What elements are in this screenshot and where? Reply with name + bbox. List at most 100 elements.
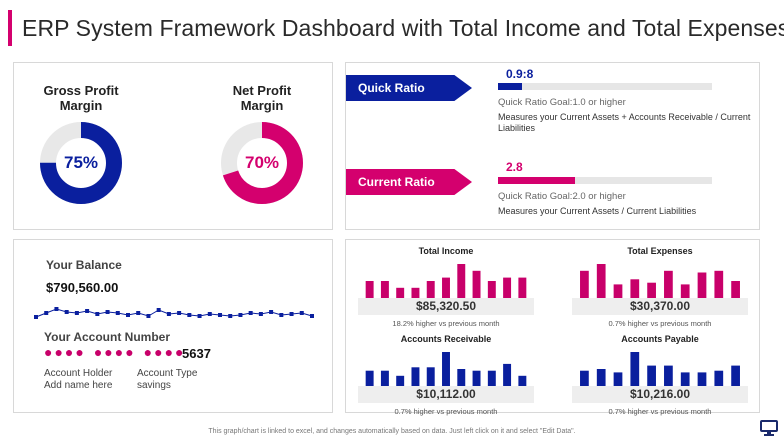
ratios-panel: Quick Ratio 0.9:8 Quick Ratio Goal:1.0 o… <box>345 62 760 230</box>
account-type-label: Account Type <box>137 368 198 379</box>
sparkline-point <box>156 308 161 312</box>
current-ratio-fill <box>498 177 576 184</box>
title-bar: ERP System Framework Dashboard with Tota… <box>8 10 784 46</box>
mini-title: Accounts Receivable <box>400 334 492 344</box>
sparkline-point <box>54 307 59 311</box>
mini-note: 0.7% higher vs previous month <box>394 407 498 416</box>
sparkline-point <box>228 314 233 318</box>
sparkline-point <box>64 310 69 314</box>
mini-title: Total Expenses <box>627 246 693 256</box>
quick-ratio-tab: Quick Ratio <box>346 75 472 101</box>
mini-title: Accounts Payable <box>621 334 699 344</box>
mini-bar <box>411 287 420 298</box>
total-expenses-card: Total Expenses $30,370.00 0.7% higher vs… <box>568 246 752 328</box>
mini-bar <box>396 287 405 298</box>
gross-profit-margin-title: Gross Profit Margin <box>26 83 136 113</box>
mini-bar <box>613 372 623 386</box>
account-number-masked: ●●●● ●●●● ●●●● <box>44 344 193 360</box>
sparkline-point <box>258 312 263 316</box>
mini-bar <box>596 264 606 298</box>
mini-bar <box>426 281 435 298</box>
sparkline-point <box>197 314 202 318</box>
net-profit-margin-title: Net Profit Margin <box>207 83 317 113</box>
mini-bar <box>365 281 374 298</box>
mini-bar <box>647 365 656 386</box>
mini-title: Total Income <box>418 246 474 256</box>
mini-bar <box>680 284 690 298</box>
gross-profit-arc <box>40 122 122 204</box>
mini-bar <box>426 367 435 386</box>
accounts-receivable-card: Accounts Receivable $10,112.00 0.7% high… <box>354 334 538 416</box>
mini-bar <box>442 352 450 386</box>
total-income-card: Total Income $85,320.50 18.2% higher vs … <box>354 246 538 328</box>
balance-sparkline <box>34 307 314 319</box>
mini-bar <box>503 277 512 298</box>
quick-ratio-bar <box>498 83 712 90</box>
monitor-icon[interactable] <box>760 420 778 436</box>
sparkline-point <box>238 313 243 317</box>
account-holder-label: Account Holder <box>44 368 113 379</box>
mini-note: 0.7% higher vs previous month <box>608 407 712 416</box>
net-profit-title-line1: Net Profit <box>232 83 292 98</box>
mini-note: 0.7% higher vs previous month <box>608 319 712 328</box>
mini-bar <box>487 281 496 298</box>
net-profit-value: 70% <box>244 153 280 172</box>
sparkline-point <box>34 315 38 319</box>
sparkline-point <box>279 313 284 317</box>
mini-bar <box>697 272 707 298</box>
mini-bar <box>503 363 512 386</box>
gross-profit-donut-chart <box>40 122 122 204</box>
balance-panel: Your Balance $790,560.00 Your Account Nu… <box>13 239 333 413</box>
masked-group: ●●●● <box>93 344 136 360</box>
masked-group: ●●●● <box>44 344 86 360</box>
sparkline-point <box>44 311 49 315</box>
mini-bar <box>731 365 740 386</box>
sparkline-point <box>74 311 79 315</box>
net-profit-margin: Net Profit Margin 70% <box>207 83 317 205</box>
mini-bar <box>411 367 420 386</box>
mini-bar <box>487 370 496 386</box>
mini-bar <box>697 372 707 386</box>
mini-bar <box>664 270 673 298</box>
mini-bar <box>580 270 589 298</box>
total-income-chart <box>365 264 527 298</box>
current-ratio-value: 2.8 <box>506 160 523 174</box>
quick-ratio-goal: Quick Ratio Goal:1.0 or higher <box>498 97 626 108</box>
page-title: ERP System Framework Dashboard with Tota… <box>22 15 784 41</box>
accounts-payable-chart <box>580 352 740 386</box>
sparkline-line <box>35 308 313 318</box>
current-ratio-goal: Quick Ratio Goal:2.0 or higher <box>498 191 626 202</box>
mini-amount: $30,370.00 <box>572 298 748 315</box>
sparkline-point <box>218 313 222 317</box>
sparkline-point <box>136 311 141 315</box>
accounts-payable-card: Accounts Payable $10,216.00 0.7% higher … <box>568 334 752 416</box>
quick-ratio-value: 0.9:8 <box>506 67 534 81</box>
sparkline-point <box>207 312 212 316</box>
quick-ratio-description: Measures your Current Assets + Accounts … <box>498 112 751 133</box>
account-number-label: Your Account Number <box>44 330 171 344</box>
account-number-last4: 5637 <box>182 346 211 361</box>
mini-bar <box>731 281 740 298</box>
mini-bar <box>365 370 374 386</box>
mini-bar <box>630 279 640 298</box>
sparkline-point <box>299 311 304 315</box>
mini-bar <box>596 369 606 386</box>
gross-profit-margin: Gross Profit Margin 75% <box>26 83 136 205</box>
mini-bar <box>457 369 466 386</box>
sparkline-point <box>105 310 110 314</box>
sparkline-point <box>310 314 314 318</box>
quick-ratio-fill <box>498 83 522 90</box>
mini-bar <box>380 370 389 386</box>
profit-margins-panel: Gross Profit Margin 75% Net Profit Margi… <box>13 62 333 230</box>
sparkline-point <box>85 309 90 313</box>
balance-value: $790,560.00 <box>46 280 119 295</box>
mini-bar <box>680 372 690 386</box>
account-holder: Account Holder Add name here <box>44 368 112 392</box>
mini-bar <box>714 270 724 298</box>
current-ratio-bar <box>498 177 712 184</box>
current-ratio-description: Measures your Current Assets / Current L… <box>498 206 697 216</box>
mini-bar <box>380 281 389 298</box>
sparkline-point <box>248 311 253 315</box>
sparkline-point <box>166 312 171 316</box>
